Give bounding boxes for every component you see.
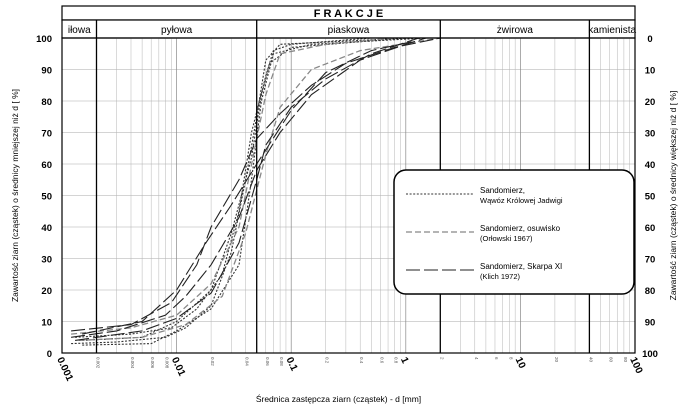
y-tick-right: 20 bbox=[645, 97, 656, 108]
y-tick-right: 100 bbox=[642, 349, 658, 360]
series-line-2 bbox=[82, 37, 406, 341]
y-tick-right: 30 bbox=[645, 129, 656, 140]
x-major-tick-label: 0.001 bbox=[54, 356, 75, 384]
x-minor-tick-label: 6 bbox=[494, 357, 499, 360]
x-minor-tick-label: 80 bbox=[623, 357, 628, 363]
x-minor-tick-label: 0.4 bbox=[359, 357, 364, 364]
legend-label-2-line1: Sandomierz, Skarpa XI bbox=[480, 262, 562, 271]
y-tick-left: 0 bbox=[47, 349, 52, 360]
y-tick-left: 50 bbox=[41, 192, 52, 203]
series-line-3 bbox=[82, 37, 427, 346]
y-axis-title-left: Zawartość ziarn (cząstek) o średnicy mni… bbox=[10, 89, 20, 302]
x-axis-title: Średnica zastępcza ziarn (cząstek) - d [… bbox=[256, 393, 421, 404]
legend: Sandomierz,Wąwóz Królowej Jadwigi Sandomi… bbox=[393, 169, 635, 295]
x-minor-tick-label: 0.02 bbox=[210, 357, 215, 366]
series-line-6 bbox=[71, 37, 441, 332]
x-minor-tick-label: 0.2 bbox=[325, 357, 330, 364]
x-minor-tick-label: 40 bbox=[588, 357, 593, 363]
fraction-label-0: iłowa bbox=[68, 25, 91, 36]
x-minor-tick-label: 0.04 bbox=[245, 357, 250, 366]
fraction-label-2: piaskowa bbox=[328, 25, 370, 36]
y-tick-left: 90 bbox=[41, 66, 52, 77]
x-major-tick-label: 0.01 bbox=[169, 356, 187, 379]
series-line-4 bbox=[71, 37, 395, 335]
x-minor-tick-label: 0.08 bbox=[279, 357, 284, 366]
y-tick-right: 80 bbox=[645, 286, 656, 297]
y-tick-right: 60 bbox=[645, 223, 656, 234]
fraction-label-4: kamienista bbox=[588, 25, 636, 36]
x-minor-tick-label: 0.8 bbox=[394, 357, 399, 364]
y-tick-left: 20 bbox=[41, 286, 52, 297]
legend-label-0-line2: Wąwóz Królowej Jadwigi bbox=[480, 196, 563, 205]
y-tick-left: 60 bbox=[41, 160, 52, 171]
series-lines bbox=[71, 37, 441, 346]
x-minor-tick-label: 20 bbox=[554, 357, 559, 363]
x-minor-tick-label: 4 bbox=[474, 357, 479, 360]
y-tick-left: 100 bbox=[36, 34, 52, 45]
y-tick-left: 30 bbox=[41, 255, 52, 266]
x-minor-tick-label: 2 bbox=[439, 357, 444, 360]
x-minor-tick-label: 0.6 bbox=[379, 357, 384, 364]
x-minor-tick-label: 8 bbox=[508, 357, 513, 360]
x-minor-tick-label: 0.006 bbox=[150, 357, 155, 369]
legend-label-1-line2: (Orłowski 1967) bbox=[480, 234, 533, 243]
legend-label-1-line1: Sandomierz, osuwisko bbox=[480, 224, 561, 233]
fractions-band: F R A K C J E iłowa pyłowa piaskowa żwirowa k… bbox=[61, 5, 637, 39]
series-line-9 bbox=[82, 40, 416, 335]
x-major-tick-label: 1 bbox=[398, 356, 411, 366]
y-tick-left: 10 bbox=[41, 318, 52, 329]
y-tick-right: 90 bbox=[645, 318, 656, 329]
x-major-tick-label: 10 bbox=[513, 356, 528, 371]
y-axis-title-right: Zawartość ziarn (cząstek) o średnicy wię… bbox=[668, 91, 678, 301]
y-tick-right: 10 bbox=[645, 66, 656, 77]
legend-label-0-line1: Sandomierz, bbox=[480, 186, 525, 195]
x-minor-tick-label: 60 bbox=[609, 357, 614, 363]
legend-label-2-line2: (Klich 1972) bbox=[480, 272, 521, 281]
y-tick-left: 80 bbox=[41, 97, 52, 108]
series-line-1 bbox=[75, 37, 372, 338]
fraction-label-3: żwirowa bbox=[497, 25, 534, 36]
header-title: F R A K C J E bbox=[314, 8, 383, 20]
y-tick-left: 70 bbox=[41, 129, 52, 140]
y-tick-right: 70 bbox=[645, 255, 656, 266]
y-tick-right: 50 bbox=[645, 192, 656, 203]
x-minor-tick-label: 0.008 bbox=[164, 357, 169, 369]
y-tick-right: 40 bbox=[645, 160, 656, 171]
y-tick-left: 40 bbox=[41, 223, 52, 234]
fraction-label-1: pyłowa bbox=[161, 25, 193, 36]
legend-box bbox=[393, 169, 635, 295]
series-line-5 bbox=[78, 37, 441, 342]
x-minor-tick-label: 0.06 bbox=[265, 357, 270, 366]
series-line-7 bbox=[71, 37, 427, 338]
series-line-0 bbox=[71, 37, 406, 345]
x-major-tick-label: 0.1 bbox=[283, 356, 299, 374]
plot-frame bbox=[61, 37, 636, 354]
x-minor-tick-label: 0.004 bbox=[130, 357, 135, 369]
y-tick-right: 0 bbox=[647, 34, 652, 45]
x-minor-tick-label: 0.002 bbox=[95, 357, 100, 369]
